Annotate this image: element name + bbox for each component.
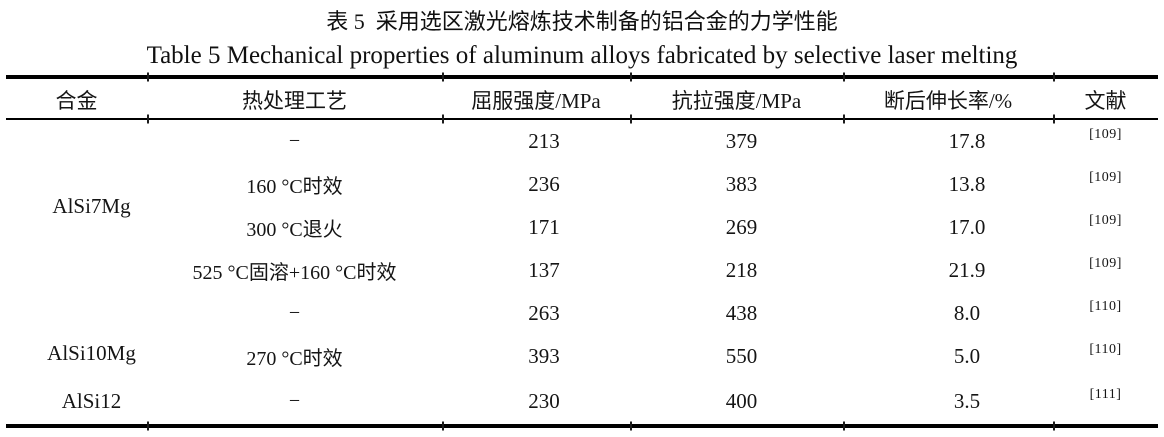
treatment-cell: 525 °C固溶+160 °C时效 bbox=[192, 262, 397, 284]
table-row: AlSi7Mg − 213 379 17.8 [109] bbox=[6, 120, 1158, 218]
column-boundary-tick bbox=[843, 72, 845, 82]
reference-cell: [109] bbox=[1053, 206, 1158, 249]
header-separator-rule bbox=[6, 114, 1158, 124]
col-header-alloy: 合金 bbox=[55, 88, 98, 113]
col-header-yield: 屈服强度/MPa bbox=[471, 88, 601, 113]
tensile-strength-cell: 400 bbox=[725, 389, 758, 413]
column-boundary-tick bbox=[1053, 72, 1055, 82]
elongation-cell: 17.0 bbox=[948, 215, 986, 239]
alloy-cell: AlSi12 bbox=[61, 389, 122, 413]
treatment-cell: − bbox=[288, 302, 301, 324]
header-row: 合金 热处理工艺 屈服强度/MPa 抗拉强度/MPa 断后伸长率/% 文献 bbox=[6, 79, 1158, 120]
column-boundary-tick bbox=[630, 72, 632, 82]
elongation-cell: 8.0 bbox=[953, 301, 981, 325]
reference-cell: [110] bbox=[1053, 292, 1158, 335]
table-row: 270 °C时效 393 550 5.0 [110] bbox=[6, 335, 1158, 378]
table-row: 160 °C时效 236 383 13.8 [109] bbox=[6, 163, 1158, 206]
reference-cell: [109] bbox=[1053, 249, 1158, 292]
elongation-cell: 17.8 bbox=[948, 129, 986, 153]
table-row: AlSi12 − 230 400 3.5 [111] bbox=[6, 378, 1158, 425]
col-header-tensile: 抗拉强度/MPa bbox=[671, 88, 802, 113]
reference-number: [110] bbox=[1089, 299, 1122, 314]
reference-number: [109] bbox=[1089, 213, 1122, 228]
yield-strength-cell: 137 bbox=[528, 258, 560, 282]
reference-number: [111] bbox=[1089, 387, 1122, 402]
reference-cell: [109] bbox=[1053, 163, 1158, 206]
tensile-strength-cell: 438 bbox=[725, 301, 758, 325]
col-header-reference: 文献 bbox=[1084, 88, 1127, 113]
reference-cell: [111] bbox=[1053, 378, 1158, 425]
reference-number: [109] bbox=[1089, 170, 1122, 185]
table-row: 300 °C退火 171 269 17.0 [109] bbox=[6, 206, 1158, 249]
elongation-cell: 5.0 bbox=[953, 344, 981, 368]
yield-strength-cell: 171 bbox=[528, 215, 560, 239]
table-caption-en: Table 5 Mechanical properties of aluminu… bbox=[146, 42, 1018, 69]
table-top-rule bbox=[6, 72, 1158, 82]
treatment-cell: 160 °C时效 bbox=[246, 176, 343, 198]
column-boundary-tick bbox=[147, 421, 149, 431]
treatment-cell: 270 °C时效 bbox=[246, 348, 343, 370]
yield-strength-cell: 393 bbox=[528, 344, 560, 368]
column-boundary-tick bbox=[630, 114, 632, 124]
column-boundary-tick bbox=[843, 114, 845, 124]
elongation-cell: 3.5 bbox=[953, 389, 981, 413]
reference-number: [109] bbox=[1089, 127, 1122, 142]
column-boundary-tick bbox=[1053, 421, 1055, 431]
tensile-strength-cell: 218 bbox=[725, 258, 758, 282]
treatment-cell: − bbox=[288, 390, 301, 412]
table-caption-zh: 表 5 采用选区激光熔炼技术制备的铝合金的力学性能 bbox=[326, 9, 838, 34]
elongation-cell: 13.8 bbox=[948, 172, 986, 196]
table-bottom-rule bbox=[6, 421, 1158, 431]
tensile-strength-cell: 379 bbox=[725, 129, 758, 153]
yield-strength-cell: 213 bbox=[528, 129, 560, 153]
table-row: 525 °C固溶+160 °C时效 137 218 21.9 [109] bbox=[6, 249, 1158, 292]
column-boundary-tick bbox=[147, 114, 149, 124]
alloy-cell: AlSi7Mg bbox=[52, 193, 131, 218]
col-header-elongation: 断后伸长率/% bbox=[883, 88, 1013, 113]
column-boundary-tick bbox=[1053, 114, 1055, 124]
reference-number: [109] bbox=[1089, 256, 1122, 271]
column-boundary-tick bbox=[147, 72, 149, 82]
elongation-cell: 21.9 bbox=[948, 258, 986, 282]
yield-strength-cell: 263 bbox=[528, 301, 560, 325]
col-header-treatment: 热处理工艺 bbox=[242, 88, 347, 113]
column-boundary-tick bbox=[442, 421, 444, 431]
column-boundary-tick bbox=[843, 421, 845, 431]
treatment-cell: 300 °C退火 bbox=[246, 219, 343, 241]
mechanical-properties-table: 合金 热处理工艺 屈服强度/MPa 抗拉强度/MPa 断后伸长率/% 文献 Al… bbox=[6, 79, 1158, 425]
yield-strength-cell: 230 bbox=[528, 389, 560, 413]
column-boundary-tick bbox=[442, 114, 444, 124]
column-boundary-tick bbox=[442, 72, 444, 82]
yield-strength-cell: 236 bbox=[528, 172, 560, 196]
reference-cell: [109] bbox=[1053, 120, 1158, 163]
tensile-strength-cell: 550 bbox=[725, 344, 758, 368]
alloy-cell: AlSi10Mg bbox=[47, 341, 136, 365]
column-boundary-tick bbox=[630, 421, 632, 431]
reference-number: [110] bbox=[1089, 342, 1122, 357]
reference-cell: [110] bbox=[1053, 335, 1158, 378]
table-row: AlSi10Mg − 263 438 8.0 [110] bbox=[6, 292, 1158, 365]
treatment-cell: − bbox=[288, 130, 301, 152]
tensile-strength-cell: 269 bbox=[725, 215, 758, 239]
tensile-strength-cell: 383 bbox=[725, 172, 758, 196]
